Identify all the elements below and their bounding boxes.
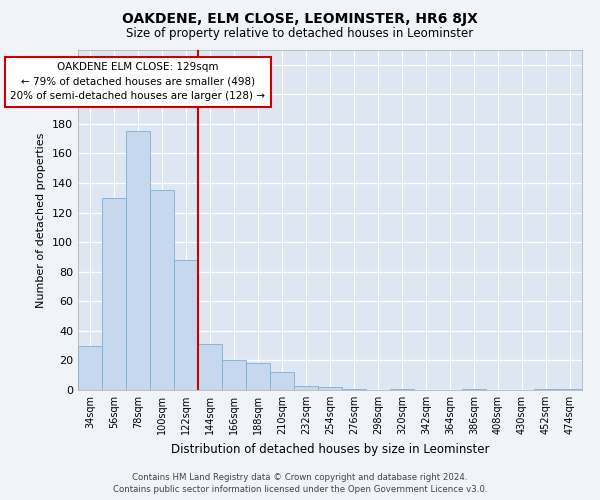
Text: OAKDENE, ELM CLOSE, LEOMINSTER, HR6 8JX: OAKDENE, ELM CLOSE, LEOMINSTER, HR6 8JX	[122, 12, 478, 26]
Bar	[198, 344, 222, 390]
Bar	[558, 388, 582, 390]
Bar	[462, 388, 486, 390]
Bar	[318, 387, 342, 390]
Bar	[126, 132, 150, 390]
Bar	[246, 364, 270, 390]
Bar	[270, 372, 294, 390]
Bar	[390, 388, 414, 390]
Bar	[78, 346, 102, 390]
Y-axis label: Number of detached properties: Number of detached properties	[37, 132, 46, 308]
Bar	[342, 388, 366, 390]
Bar	[222, 360, 246, 390]
Bar	[150, 190, 174, 390]
Bar	[174, 260, 198, 390]
X-axis label: Distribution of detached houses by size in Leominster: Distribution of detached houses by size …	[171, 442, 489, 456]
Text: Contains HM Land Registry data © Crown copyright and database right 2024.
Contai: Contains HM Land Registry data © Crown c…	[113, 472, 487, 494]
Bar	[294, 386, 318, 390]
Bar	[102, 198, 126, 390]
Text: OAKDENE ELM CLOSE: 129sqm
← 79% of detached houses are smaller (498)
20% of semi: OAKDENE ELM CLOSE: 129sqm ← 79% of detac…	[11, 62, 265, 102]
Bar	[534, 388, 558, 390]
Text: Size of property relative to detached houses in Leominster: Size of property relative to detached ho…	[127, 28, 473, 40]
